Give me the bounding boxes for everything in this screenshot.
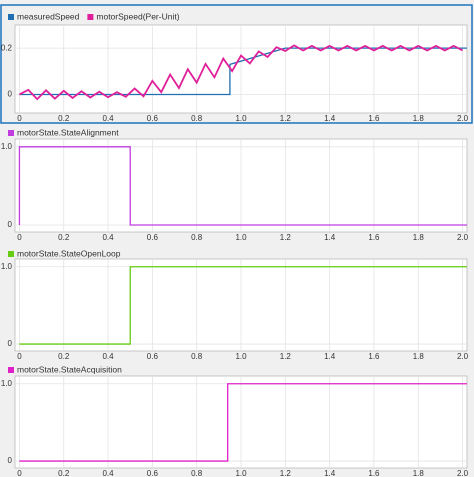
series-line — [19, 266, 467, 345]
y-tick-label: 0 — [8, 339, 13, 348]
x-tick-label: 1.8 — [413, 352, 425, 361]
x-tick-label: 0.8 — [191, 233, 203, 242]
y-tick-label: 0 — [8, 90, 13, 99]
x-tick-label: 0.2 — [58, 469, 70, 477]
series-line — [19, 383, 467, 462]
x-tick-label: 0.8 — [191, 114, 203, 123]
y-tick-label: 0 — [8, 220, 13, 229]
series-line — [18, 146, 467, 226]
x-tick-label: 0.8 — [191, 469, 203, 477]
legend-swatch — [8, 251, 14, 257]
x-tick-label: 0.2 — [58, 114, 70, 123]
x-tick-label: 1.6 — [368, 114, 380, 123]
legend-swatch — [8, 14, 14, 20]
x-tick-label: 0.6 — [147, 114, 159, 123]
x-tick-label: 0.6 — [147, 352, 159, 361]
x-tick-label: 1.4 — [324, 352, 336, 361]
legend-label: motorState.StateAcquisition — [17, 364, 122, 374]
x-tick-label: 1.8 — [413, 233, 425, 242]
series-line — [19, 47, 467, 96]
x-tick-label: 1.8 — [413, 114, 425, 123]
x-tick-label: 1.0 — [235, 469, 247, 477]
x-tick-label: 1.2 — [280, 233, 292, 242]
x-tick-label: 1.0 — [235, 114, 247, 123]
y-tick-label: 1.0 — [1, 262, 13, 271]
y-tick-label: 1.0 — [1, 142, 13, 151]
x-tick-label: 0.8 — [191, 352, 203, 361]
x-tick-label: 0.2 — [58, 352, 70, 361]
legend-label: measuredSpeed — [17, 11, 80, 21]
x-tick-label: 1.2 — [280, 469, 292, 477]
y-tick-label: 0.2 — [1, 43, 13, 52]
x-tick-label: 1.6 — [368, 469, 380, 477]
x-tick-label: 1.4 — [324, 233, 336, 242]
x-tick-label: 0 — [17, 233, 22, 242]
x-tick-label: 1.0 — [235, 352, 247, 361]
x-tick-label: 1.8 — [413, 469, 425, 477]
x-tick-label: 0.6 — [147, 469, 159, 477]
x-tick-label: 1.2 — [280, 114, 292, 123]
x-tick-label: 1.2 — [280, 352, 292, 361]
x-tick-label: 0.4 — [102, 114, 114, 123]
x-tick-label: 1.6 — [368, 233, 380, 242]
legend-label: motorSpeed(Per-Unit) — [96, 11, 179, 21]
x-tick-label: 0 — [17, 469, 22, 477]
legend-label: motorState.StateAlignment — [17, 127, 119, 137]
legend-swatch — [8, 130, 14, 136]
selection-border — [0, 4, 473, 124]
x-tick-label: 0.4 — [102, 352, 114, 361]
x-tick-label: 1.4 — [324, 469, 336, 477]
series-line — [19, 44, 463, 101]
x-tick-label: 0.4 — [102, 469, 114, 477]
x-tick-label: 1.4 — [324, 114, 336, 123]
legend-swatch — [8, 367, 14, 373]
x-tick-label: 2.0 — [457, 233, 469, 242]
x-tick-label: 1.0 — [235, 233, 247, 242]
y-tick-label: 1.0 — [1, 379, 13, 388]
x-tick-label: 2.0 — [457, 469, 469, 477]
x-tick-label: 0.6 — [147, 233, 159, 242]
x-tick-label: 0.2 — [58, 233, 70, 242]
x-tick-label: 0 — [17, 114, 22, 123]
legend-label: motorState.StateOpenLoop — [17, 248, 121, 258]
legend-swatch — [87, 14, 94, 20]
x-tick-label: 0.4 — [102, 233, 114, 242]
x-tick-label: 0 — [17, 352, 22, 361]
y-tick-label: 0 — [8, 456, 13, 465]
x-tick-label: 1.6 — [368, 352, 380, 361]
x-tick-label: 2.0 — [457, 352, 469, 361]
x-tick-label: 2.0 — [457, 114, 469, 123]
